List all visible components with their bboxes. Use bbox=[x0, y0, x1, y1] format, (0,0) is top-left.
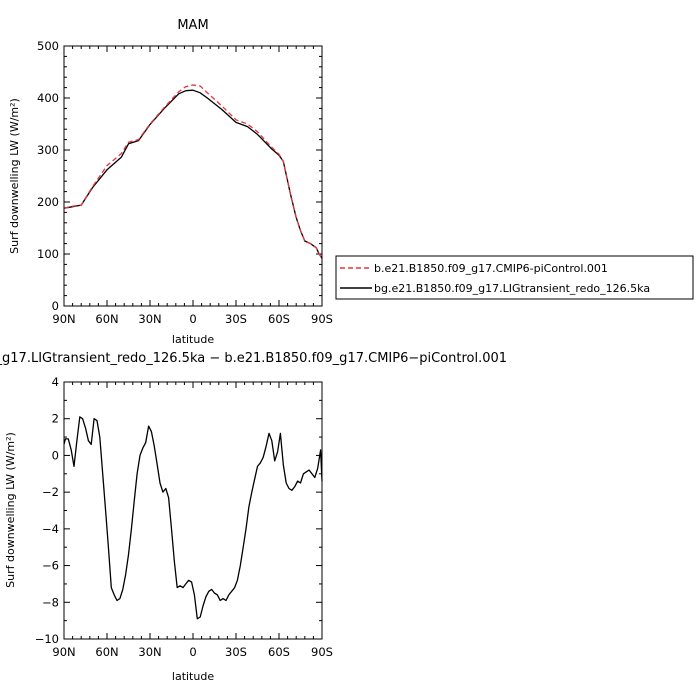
y-tick-label: 4 bbox=[52, 375, 59, 389]
bottom-panel: bg.e21.B1850.f09_g17.LIGtransient_redo_1… bbox=[0, 351, 507, 683]
y-tick-label: −6 bbox=[42, 559, 59, 573]
y-tick-label: 0 bbox=[52, 299, 59, 313]
y-tick-label: 500 bbox=[37, 39, 59, 53]
top-panel-ylabel: Surf downwelling LW (W/m²) bbox=[8, 98, 21, 254]
legend-box bbox=[335, 255, 694, 300]
x-tick-label: 90S bbox=[311, 312, 333, 326]
top-panel-xlabel: latitude bbox=[172, 333, 214, 346]
x-tick-label: 60N bbox=[95, 645, 118, 659]
y-tick-label: −10 bbox=[35, 632, 59, 646]
top-panel-lines bbox=[63, 84, 323, 259]
y-tick-label: −4 bbox=[42, 522, 59, 536]
legend-label-control: b.e21.B1850.f09_g17.CMIP6-piControl.001 bbox=[374, 262, 608, 275]
series-line-1-0 bbox=[63, 416, 323, 620]
y-tick-label: −2 bbox=[42, 485, 59, 499]
y-tick-label: −8 bbox=[42, 595, 59, 609]
top-panel-ticks: 90N 60N 30N 0 30S 60S 90S 0 100 200 300 400 500 bbox=[37, 39, 333, 326]
x-tick-label: 0 bbox=[189, 645, 196, 659]
series-line-0-1 bbox=[63, 89, 323, 259]
y-tick-label: 300 bbox=[37, 143, 59, 157]
top-panel-frame bbox=[63, 45, 323, 307]
x-tick-label: 30N bbox=[138, 312, 161, 326]
x-tick-label: 30S bbox=[225, 645, 247, 659]
bottom-panel-frame bbox=[63, 381, 323, 640]
bottom-panel-xlabel: latitude bbox=[172, 670, 214, 683]
bottom-panel-title: bg.e21.B1850.f09_g17.LIGtransient_redo_1… bbox=[0, 351, 507, 366]
x-tick-label: 90S bbox=[311, 645, 333, 659]
x-tick-label: 60N bbox=[95, 312, 118, 326]
y-tick-label: 100 bbox=[37, 247, 59, 261]
y-tick-label: 400 bbox=[37, 91, 59, 105]
series-line-0-0 bbox=[63, 84, 323, 259]
top-panel: MAM latitude Surf downwelling LW (W/m²) … bbox=[8, 18, 333, 346]
x-tick-label: 90N bbox=[52, 312, 75, 326]
x-tick-label: 60S bbox=[268, 645, 290, 659]
x-tick-label: 0 bbox=[189, 312, 196, 326]
y-tick-label: 0 bbox=[52, 448, 59, 462]
y-tick-label: 200 bbox=[37, 195, 59, 209]
x-tick-label: 60S bbox=[268, 312, 290, 326]
legend: b.e21.B1850.f09_g17.CMIP6-piControl.001 … bbox=[335, 255, 694, 300]
y-tick-label: 2 bbox=[52, 412, 59, 426]
x-tick-label: 90N bbox=[52, 645, 75, 659]
legend-label-lig: bg.e21.B1850.f09_g17.LIGtransient_redo_1… bbox=[374, 282, 650, 295]
bottom-panel-lines bbox=[63, 416, 323, 620]
x-tick-label: 30N bbox=[138, 645, 161, 659]
top-panel-title: MAM bbox=[177, 18, 208, 33]
x-tick-label: 30S bbox=[225, 312, 247, 326]
bottom-panel-ylabel: Surf downwelling LW (W/m²) bbox=[4, 432, 17, 588]
